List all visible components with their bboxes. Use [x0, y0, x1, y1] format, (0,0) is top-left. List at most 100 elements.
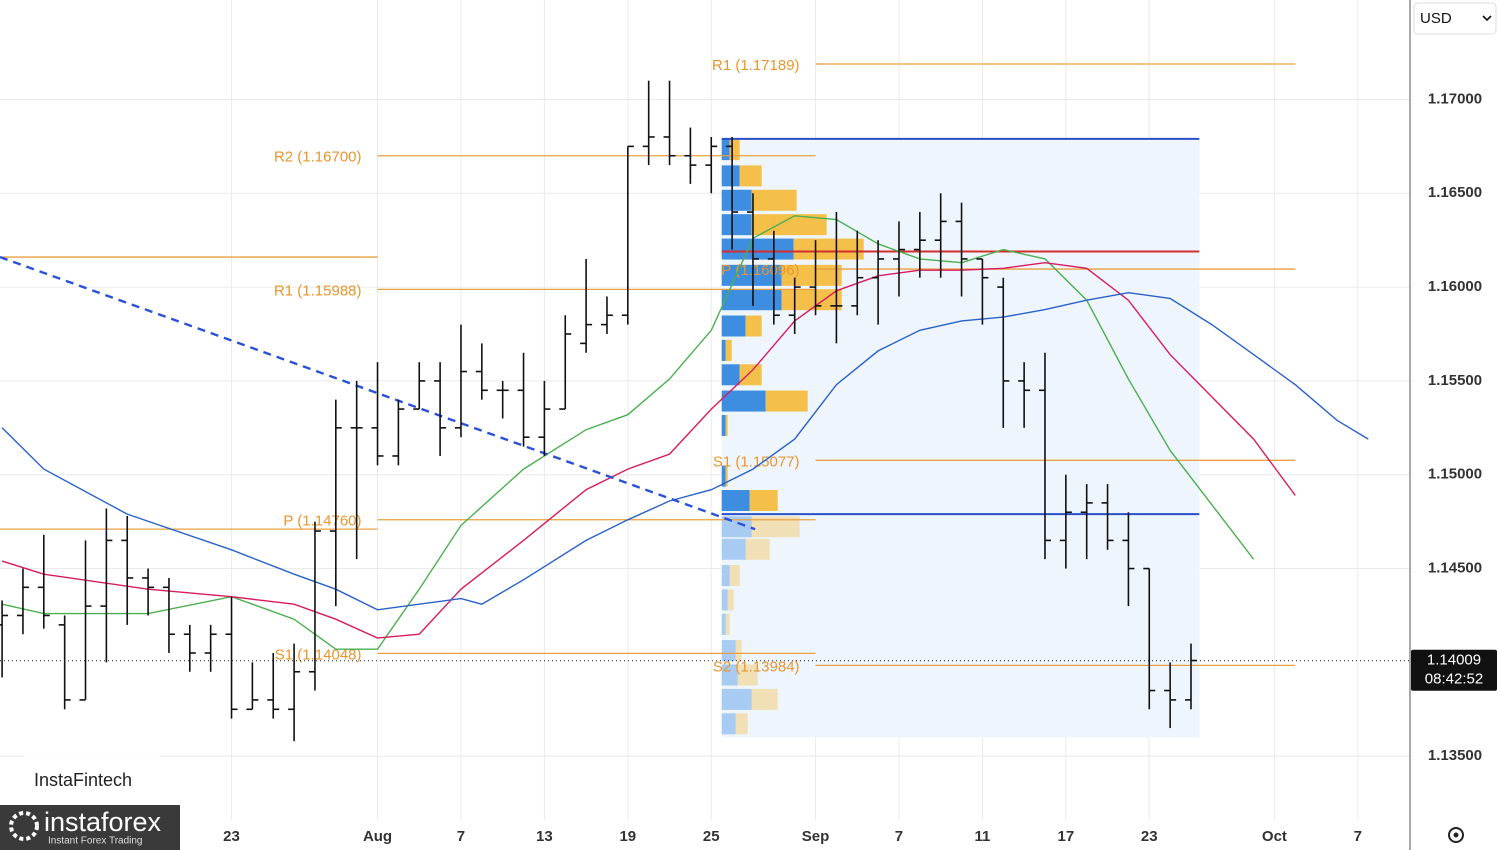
ohlc-bar [1101, 484, 1114, 550]
profile-sell [735, 713, 748, 735]
moving-average [1, 261, 1296, 639]
profile-sell [735, 640, 742, 662]
ohlc-bar [308, 521, 321, 691]
ohlc-bar [830, 212, 843, 344]
x-tick-label: 23 [223, 828, 240, 845]
ohlc-bar [600, 296, 613, 335]
profile-buy [721, 139, 730, 161]
profile-buy [721, 289, 782, 311]
profile-buy [721, 688, 752, 710]
profile-buy [721, 565, 730, 587]
pivot-label: R1 (1.15988) [274, 282, 362, 299]
currency-select[interactable] [1413, 2, 1497, 35]
profile-sell [781, 264, 842, 286]
x-tick-label: Aug [363, 828, 392, 845]
profile-buy [721, 390, 766, 412]
ohlc-bar [413, 362, 426, 410]
profile-buy [721, 315, 746, 337]
dropdown-arrow[interactable] [1482, 15, 1492, 22]
profile-sell [781, 289, 842, 311]
ohlc-bar [934, 193, 947, 278]
ohlc-bar [204, 624, 217, 672]
profile-sell [725, 339, 732, 361]
ohlc-bar [621, 145, 634, 325]
profile-buy [721, 589, 728, 611]
profile-sell [749, 490, 778, 512]
y-tick-label: 1.15000 [1428, 466, 1482, 483]
x-tick-label: 13 [536, 828, 553, 845]
profile-sell [745, 315, 762, 337]
profile-buy [721, 613, 726, 635]
profile-sell [739, 165, 762, 187]
watermark-bg [24, 745, 160, 815]
ohlc-bar [580, 258, 593, 353]
profile-buy [721, 189, 752, 211]
profile-buy [721, 214, 752, 236]
ohlc-bar [79, 540, 92, 701]
profile-buy [721, 538, 746, 560]
ohlc-bar [162, 577, 175, 653]
ohlc-bar [976, 258, 989, 325]
currency-label[interactable]: USD [1420, 10, 1452, 27]
ohlc-bar [434, 362, 447, 456]
ohlc-bar [851, 230, 864, 316]
ohlc-bar [288, 643, 301, 742]
x-tick-label: 17 [1057, 828, 1074, 845]
ohlc-bar [892, 221, 905, 297]
ohlc-bar [1164, 662, 1177, 729]
ohlc-bar [642, 80, 655, 166]
ohlc-bar [350, 380, 363, 560]
profile-buy [721, 664, 738, 686]
y-tick-label: 1.14500 [1428, 560, 1482, 577]
x-tick-label: 7 [895, 828, 903, 845]
ohlc-bar [37, 534, 50, 629]
ohlc-bar [955, 202, 968, 297]
profile-sell [725, 414, 728, 436]
profile-sell [751, 688, 778, 710]
ohlc-bar [913, 212, 926, 278]
profile-sell [739, 364, 762, 386]
axes: 23 Aug 7 13 19 25 Sep 7 11 17 23 Oct 7 1.13500 1.14500… [223, 90, 1497, 845]
profile-sell [793, 238, 864, 260]
trend-line [0, 255, 756, 531]
ohlc-bar [246, 662, 259, 711]
pivot-label: S2 (1.13984) [713, 658, 800, 675]
pivot-label: R1 (1.17189) [712, 57, 800, 74]
plot-area: R2 (1.16700) R1 (1.15988) P (1.14760) S1 (1… [0, 57, 1410, 742]
countdown: 08:42:52 [1425, 671, 1483, 688]
pivot-label: R2 (1.16700) [274, 149, 362, 166]
ohlc-bar [392, 399, 405, 466]
profile-sell [725, 465, 728, 487]
ohlc-bar [1038, 352, 1051, 560]
ohlc-bar [1018, 362, 1031, 428]
ohlc-bar [16, 568, 29, 635]
ohlc-bar [663, 80, 676, 166]
logo: instaforex [44, 807, 162, 837]
ohlc-bar [559, 315, 572, 410]
ohlc-bar [684, 127, 697, 184]
moving-average [1, 215, 1255, 650]
y-tick-label: 1.17000 [1428, 90, 1482, 107]
ohlc-bar [767, 230, 780, 325]
x-tick-label: 19 [619, 828, 636, 845]
settings-icon[interactable] [1448, 827, 1464, 843]
ohlc-bar [267, 652, 280, 719]
ohlc-bar [58, 615, 71, 710]
ohlc-bar [0, 600, 9, 678]
profile-sell [751, 214, 827, 236]
ohlc-bar [183, 624, 196, 672]
profile-buy [721, 364, 740, 386]
profile-buy [721, 640, 736, 662]
ohlc-bar [746, 193, 759, 306]
profile-sell [729, 565, 740, 587]
ohlc-bar [1122, 512, 1135, 607]
grid [0, 0, 1410, 820]
ohlc-bar [100, 508, 113, 663]
settings-icon-center[interactable] [1453, 832, 1459, 838]
profile-buy [721, 414, 726, 436]
x-tick-label: 23 [1141, 828, 1158, 845]
profile-buy [721, 165, 740, 187]
ohlc-bar [142, 568, 155, 616]
profile-sell [745, 538, 770, 560]
